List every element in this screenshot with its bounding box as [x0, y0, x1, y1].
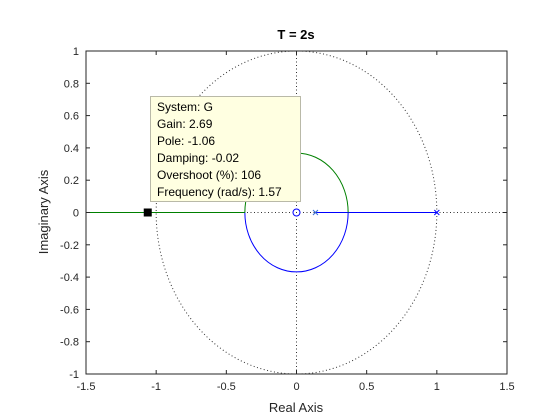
- y-tick-label: -0.6: [60, 304, 79, 316]
- x-tick-label: -1.5: [77, 381, 96, 393]
- datatip-gain: Gain: 2.69: [157, 117, 213, 131]
- chart-title: T = 2s: [277, 27, 314, 42]
- y-tick-label: -0.2: [60, 240, 79, 252]
- x-tick-label: 0: [293, 381, 299, 393]
- y-tick-label: 0.4: [64, 143, 79, 155]
- pole-cross-b: [433, 209, 440, 216]
- y-tick-label: 0: [73, 208, 79, 220]
- y-tick-label: -1: [69, 369, 79, 381]
- y-tick-label: -0.8: [60, 337, 79, 349]
- x-tick-label: -1: [151, 381, 161, 393]
- zero-marker-0: [292, 208, 301, 217]
- datatip-frequency: Frequency (rad/s): 1.57: [157, 185, 282, 199]
- x-tick-label: -0.5: [217, 381, 236, 393]
- x-tick-label: 1.5: [499, 381, 514, 393]
- y-tick-label: 0.6: [64, 111, 79, 123]
- y-axis-label: Imaginary Axis: [36, 169, 51, 254]
- pole-marker-0: [312, 209, 319, 216]
- y-tick-label: -0.4: [60, 272, 79, 284]
- y-tick-label: 1: [73, 46, 79, 58]
- pole-cross-b: [312, 209, 319, 216]
- y-tick-label: 0.2: [64, 175, 79, 187]
- datatip-overshoot: Overshoot (%): 106: [157, 168, 262, 182]
- locus-branch-blue-1: [244, 212, 349, 273]
- datatip-damping: Damping: -0.02: [157, 151, 240, 165]
- x-axis-label: Real Axis: [269, 400, 324, 415]
- pole-marker-1: [433, 209, 440, 216]
- datatip-marker: [143, 208, 152, 217]
- datatip[interactable]: System: G Gain: 2.69 Pole: -1.06 Damping…: [150, 96, 301, 202]
- datatip-system: System: G: [157, 100, 214, 114]
- x-tick-label: 1: [434, 381, 440, 393]
- x-tick-label: 0.5: [359, 381, 374, 393]
- datatip-pole: Pole: -1.06: [157, 134, 216, 148]
- y-tick-label: 0.8: [64, 78, 79, 90]
